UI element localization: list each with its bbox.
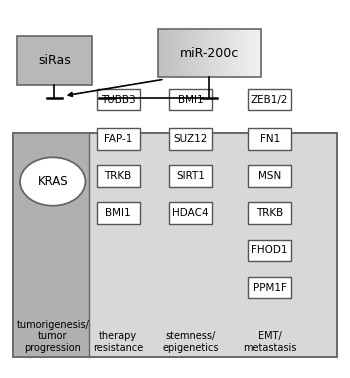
FancyBboxPatch shape <box>13 133 337 356</box>
Text: tumorigenesis/
tumor
progression: tumorigenesis/ tumor progression <box>16 320 89 353</box>
FancyBboxPatch shape <box>253 29 256 77</box>
FancyBboxPatch shape <box>189 29 192 77</box>
FancyBboxPatch shape <box>191 29 194 77</box>
FancyBboxPatch shape <box>171 29 174 77</box>
FancyBboxPatch shape <box>97 202 140 224</box>
FancyBboxPatch shape <box>212 29 215 77</box>
FancyBboxPatch shape <box>220 29 223 77</box>
FancyBboxPatch shape <box>248 29 251 77</box>
FancyBboxPatch shape <box>240 29 243 77</box>
Text: stemness/
epigenetics: stemness/ epigenetics <box>162 331 219 353</box>
FancyBboxPatch shape <box>251 29 254 77</box>
FancyBboxPatch shape <box>181 29 184 77</box>
FancyBboxPatch shape <box>233 29 236 77</box>
FancyBboxPatch shape <box>230 29 233 77</box>
FancyBboxPatch shape <box>158 29 161 77</box>
Text: SIRT1: SIRT1 <box>176 171 205 181</box>
FancyBboxPatch shape <box>184 29 187 77</box>
FancyBboxPatch shape <box>173 29 176 77</box>
Text: FHOD1: FHOD1 <box>251 245 288 256</box>
FancyBboxPatch shape <box>248 277 291 299</box>
FancyBboxPatch shape <box>207 29 210 77</box>
Text: ZEB1/2: ZEB1/2 <box>251 94 288 105</box>
Text: EMT/
metastasis: EMT/ metastasis <box>243 331 296 353</box>
FancyBboxPatch shape <box>222 29 225 77</box>
FancyBboxPatch shape <box>176 29 179 77</box>
FancyBboxPatch shape <box>235 29 238 77</box>
Text: MSN: MSN <box>258 171 281 181</box>
FancyBboxPatch shape <box>256 29 259 77</box>
FancyBboxPatch shape <box>169 165 212 187</box>
FancyBboxPatch shape <box>228 29 230 77</box>
Text: HDAC4: HDAC4 <box>172 208 209 218</box>
Text: FAP-1: FAP-1 <box>104 134 132 144</box>
FancyBboxPatch shape <box>16 36 92 85</box>
FancyBboxPatch shape <box>243 29 246 77</box>
FancyBboxPatch shape <box>178 29 181 77</box>
Text: TUBB3: TUBB3 <box>101 94 135 105</box>
Text: siRas: siRas <box>38 54 71 67</box>
FancyBboxPatch shape <box>259 29 261 77</box>
FancyBboxPatch shape <box>97 89 140 110</box>
FancyBboxPatch shape <box>215 29 218 77</box>
FancyBboxPatch shape <box>97 165 140 187</box>
FancyBboxPatch shape <box>186 29 189 77</box>
FancyBboxPatch shape <box>169 128 212 150</box>
Text: FN1: FN1 <box>260 134 280 144</box>
Text: BMI1: BMI1 <box>105 208 131 218</box>
Text: TRKB: TRKB <box>105 171 132 181</box>
Text: PPM1F: PPM1F <box>253 283 287 293</box>
FancyBboxPatch shape <box>248 240 291 261</box>
FancyBboxPatch shape <box>248 202 291 224</box>
FancyBboxPatch shape <box>225 29 228 77</box>
FancyBboxPatch shape <box>97 128 140 150</box>
FancyBboxPatch shape <box>197 29 199 77</box>
Text: KRAS: KRAS <box>37 175 68 188</box>
FancyBboxPatch shape <box>169 89 212 110</box>
Text: therapy
resistance: therapy resistance <box>93 331 143 353</box>
FancyBboxPatch shape <box>248 89 291 110</box>
Text: miR-200c: miR-200c <box>180 46 239 60</box>
FancyBboxPatch shape <box>204 29 207 77</box>
FancyBboxPatch shape <box>238 29 241 77</box>
FancyBboxPatch shape <box>246 29 248 77</box>
FancyBboxPatch shape <box>248 165 291 187</box>
FancyBboxPatch shape <box>217 29 220 77</box>
FancyBboxPatch shape <box>160 29 163 77</box>
FancyBboxPatch shape <box>13 133 89 356</box>
Ellipse shape <box>20 157 85 206</box>
FancyBboxPatch shape <box>169 202 212 224</box>
Text: BMI1: BMI1 <box>178 94 203 105</box>
FancyBboxPatch shape <box>199 29 202 77</box>
FancyBboxPatch shape <box>168 29 171 77</box>
Text: TRKB: TRKB <box>256 208 284 218</box>
FancyBboxPatch shape <box>163 29 166 77</box>
FancyBboxPatch shape <box>194 29 197 77</box>
FancyBboxPatch shape <box>202 29 205 77</box>
FancyBboxPatch shape <box>209 29 212 77</box>
Text: SUZ12: SUZ12 <box>173 134 208 144</box>
FancyBboxPatch shape <box>248 128 291 150</box>
FancyBboxPatch shape <box>166 29 168 77</box>
